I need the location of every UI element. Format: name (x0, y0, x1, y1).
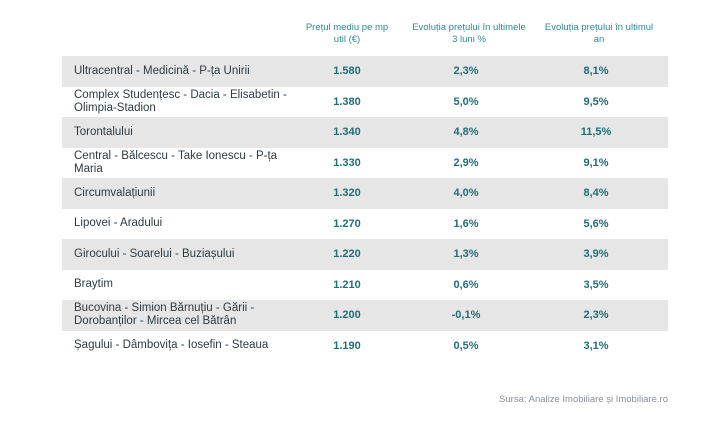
avg-price: 1.320 (333, 187, 361, 200)
zone-name: Girocului - Soarelui - Buziașului (74, 247, 235, 260)
change-3-months: 4,8% (453, 126, 479, 139)
table-row: Lipovei - Aradului 1.270 1,6% 5,6% (62, 208, 668, 239)
change-1-year: 2,3% (583, 309, 609, 322)
avg-price: 1.380 (333, 95, 361, 108)
avg-price: 1.190 (333, 339, 361, 352)
avg-price: 1.270 (333, 217, 361, 230)
table-row: Șagului - Dâmbovița - Iosefin - Steaua 1… (62, 330, 668, 361)
table-row: Bucovina - Simion Bărnuțiu - Gării - Dor… (62, 300, 668, 331)
zone-name: Circumvalațiunii (74, 186, 156, 199)
change-3-months: -0,1% (451, 309, 481, 322)
table-row: Torontalului 1.340 4,8% 11,5% (62, 117, 668, 148)
zone-name: Bucovina - Simion Bărnuțiu - Gării - Dor… (74, 302, 255, 328)
change-1-year: 8,1% (583, 65, 609, 78)
change-3-months: 4,0% (453, 187, 479, 200)
price-table: Ultracentral - Medicină - P-ța Unirii 1.… (62, 56, 668, 361)
header-change-1-year: Evoluția prețului în ultimul an (544, 22, 654, 45)
change-3-months: 5,0% (453, 95, 479, 108)
change-1-year: 3,1% (583, 339, 609, 352)
avg-price: 1.210 (333, 278, 361, 291)
zone-name: Torontalului (74, 125, 133, 138)
change-3-months: 0,5% (453, 339, 479, 352)
change-3-months: 2,9% (453, 156, 479, 169)
change-3-months: 2,3% (453, 65, 479, 78)
avg-price: 1.220 (333, 248, 361, 261)
table-row: Ultracentral - Medicină - P-ța Unirii 1.… (62, 56, 668, 87)
table-header: Prețul mediu pe mp util (€) Evoluția pre… (0, 22, 728, 52)
change-1-year: 9,5% (583, 95, 609, 108)
change-1-year: 8,4% (583, 187, 609, 200)
source-note: Sursa: Analize Imobiliare și Imobiliare.… (499, 394, 668, 405)
avg-price: 1.340 (333, 126, 361, 139)
avg-price: 1.330 (333, 156, 361, 169)
header-change-3-months: Evoluția prețului în ultimele 3 luni % (412, 22, 526, 45)
zone-name: Central - Bălcescu - Take Ionescu - P-ța… (74, 149, 278, 175)
table-row: Complex Studențesc - Dacia - Elisabetin … (62, 86, 668, 117)
zone-name: Complex Studențesc - Dacia - Elisabetin … (74, 88, 287, 114)
change-1-year: 9,1% (583, 156, 609, 169)
change-3-months: 0,6% (453, 278, 479, 291)
change-1-year: 3,9% (583, 248, 609, 261)
header-avg-price: Prețul mediu pe mp util (€) (305, 22, 389, 45)
zone-name: Ultracentral - Medicină - P-ța Unirii (74, 64, 250, 77)
zone-name: Lipovei - Aradului (74, 217, 163, 230)
change-1-year: 11,5% (580, 126, 612, 139)
avg-price: 1.580 (333, 65, 361, 78)
zone-name: Șagului - Dâmbovița - Iosefin - Steaua (74, 339, 269, 352)
table-row: Central - Bălcescu - Take Ionescu - P-ța… (62, 147, 668, 178)
table-row: Girocului - Soarelui - Buziașului 1.220 … (62, 239, 668, 270)
avg-price: 1.200 (333, 309, 361, 322)
change-3-months: 1,6% (453, 217, 479, 230)
change-3-months: 1,3% (453, 248, 479, 261)
change-1-year: 5,6% (583, 217, 609, 230)
zone-name: Braytim (74, 278, 113, 291)
table-row: Braytim 1.210 0,6% 3,5% (62, 269, 668, 300)
change-1-year: 3,5% (583, 278, 609, 291)
table-row: Circumvalațiunii 1.320 4,0% 8,4% (62, 178, 668, 209)
